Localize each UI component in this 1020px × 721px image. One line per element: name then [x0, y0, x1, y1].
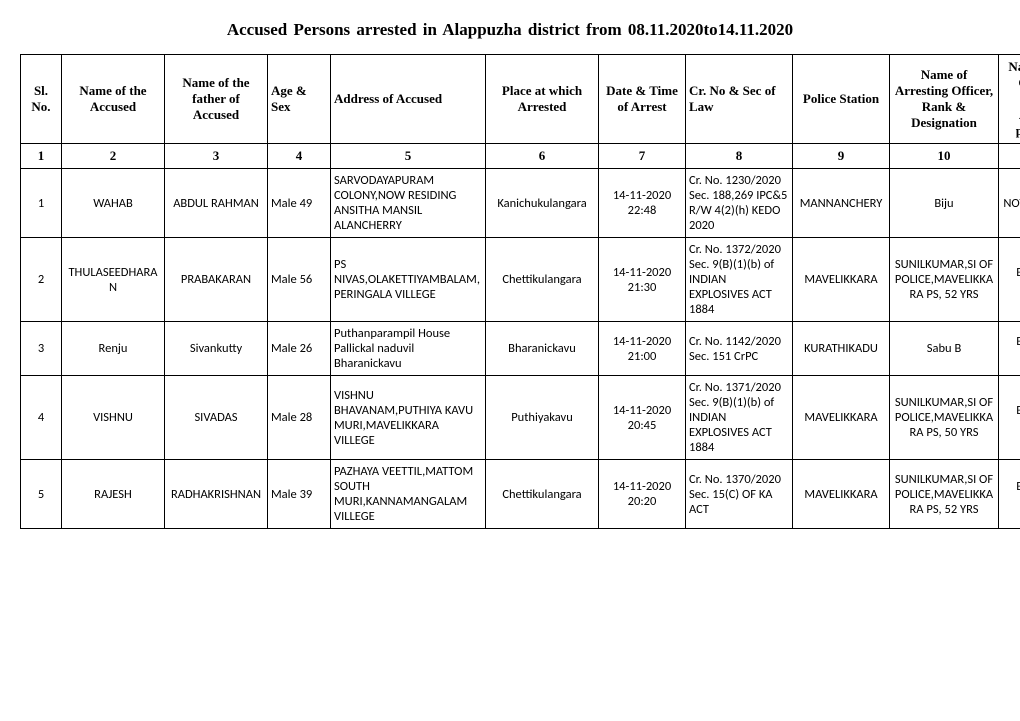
cell-addr: SARVODAYAPURAM COLONY,NOW RESIDING ANSIT…	[331, 169, 486, 238]
cell-age: Male 26	[268, 322, 331, 376]
colnum: 3	[165, 144, 268, 169]
col-father: Name of the father of Accused	[165, 55, 268, 144]
cell-father: Sivankutty	[165, 322, 268, 376]
cell-court: BAILED BY POLICE	[999, 238, 1020, 322]
colnum: 2	[62, 144, 165, 169]
cell-place: Chettikulangara	[486, 460, 599, 529]
cell-addr: PAZHAYA VEETTIL,MATTOM SOUTH MURI,KANNAM…	[331, 460, 486, 529]
cell-sl: 1	[21, 169, 62, 238]
cell-age: Male 28	[268, 376, 331, 460]
cell-name: VISHNU	[62, 376, 165, 460]
col-sec: Cr. No & Sec of Law	[686, 55, 793, 144]
cell-sec: Cr. No. 1230/2020 Sec. 188,269 IPC&5 R/W…	[686, 169, 793, 238]
col-officer: Name of Arresting Officer, Rank & Design…	[890, 55, 999, 144]
col-addr: Address of Accused	[331, 55, 486, 144]
table-row: 2THULASEEDHARANPRABAKARANMale 56PS NIVAS…	[21, 238, 1020, 322]
table-row: 5RAJESHRADHAKRISHNANMale 39PAZHAYA VEETT…	[21, 460, 1020, 529]
table-row: 1WAHABABDUL RAHMANMale 49SARVODAYAPURAM …	[21, 169, 1020, 238]
page-title: Accused Persons arrested in Alappuzha di…	[20, 20, 1000, 40]
cell-sl: 5	[21, 460, 62, 529]
cell-court: NOT ARRESTED	[999, 169, 1020, 238]
cell-officer: Biju	[890, 169, 999, 238]
colnum: 11	[999, 144, 1020, 169]
cell-ps: MAVELIKKARA	[793, 238, 890, 322]
cell-date: 14-11-2020 20:45	[599, 376, 686, 460]
col-age: Age & Sex	[268, 55, 331, 144]
cell-ps: MANNANCHERY	[793, 169, 890, 238]
cell-officer: Sabu B	[890, 322, 999, 376]
cell-ps: MAVELIKKARA	[793, 460, 890, 529]
cell-name: Renju	[62, 322, 165, 376]
arrest-table: Sl. No. Name of the Accused Name of the …	[20, 54, 1020, 529]
cell-place: Bharanickavu	[486, 322, 599, 376]
cell-place: Puthiyakavu	[486, 376, 599, 460]
cell-sec: Cr. No. 1142/2020 Sec. 151 CrPC	[686, 322, 793, 376]
cell-place: Chettikulangara	[486, 238, 599, 322]
cell-court: BAILED BY POLICE	[999, 460, 1020, 529]
table-row: 3RenjuSivankuttyMale 26Puthanparampil Ho…	[21, 322, 1020, 376]
col-ps: Police Station	[793, 55, 890, 144]
cell-father: PRABAKARAN	[165, 238, 268, 322]
cell-addr: Puthanparampil House Pallickal naduvil B…	[331, 322, 486, 376]
cell-sec: Cr. No. 1370/2020 Sec. 15(C) OF KA ACT	[686, 460, 793, 529]
colnum: 9	[793, 144, 890, 169]
cell-addr: VISHNU BHAVANAM,PUTHIYA KAVU MURI,MAVELI…	[331, 376, 486, 460]
cell-place: Kanichukulangara	[486, 169, 599, 238]
cell-sec: Cr. No. 1371/2020 Sec. 9(B)(1)(b) of IND…	[686, 376, 793, 460]
cell-date: 14-11-2020 22:48	[599, 169, 686, 238]
colnum: 4	[268, 144, 331, 169]
cell-name: RAJESH	[62, 460, 165, 529]
cell-age: Male 56	[268, 238, 331, 322]
cell-name: WAHAB	[62, 169, 165, 238]
table-row: 4VISHNUSIVADASMale 28VISHNU BHAVANAM,PUT…	[21, 376, 1020, 460]
colnum-row: 1 2 3 4 5 6 7 8 9 10 11	[21, 144, 1020, 169]
cell-sl: 4	[21, 376, 62, 460]
colnum: 6	[486, 144, 599, 169]
cell-sec: Cr. No. 1372/2020 Sec. 9(B)(1)(b) of IND…	[686, 238, 793, 322]
cell-officer: SUNILKUMAR,SI OF POLICE,MAVELIKKARA PS, …	[890, 460, 999, 529]
colnum: 7	[599, 144, 686, 169]
cell-ps: KURATHIKADU	[793, 322, 890, 376]
cell-officer: SUNILKUMAR,SI OF POLICE,MAVELIKKARA PS, …	[890, 376, 999, 460]
cell-date: 14-11-2020 20:20	[599, 460, 686, 529]
cell-sl: 2	[21, 238, 62, 322]
cell-father: RADHAKRISHNAN	[165, 460, 268, 529]
colnum: 10	[890, 144, 999, 169]
col-date: Date & Time of Arrest	[599, 55, 686, 144]
cell-age: Male 49	[268, 169, 331, 238]
cell-father: ABDUL RAHMAN	[165, 169, 268, 238]
cell-date: 14-11-2020 21:00	[599, 322, 686, 376]
cell-officer: SUNILKUMAR,SI OF POLICE,MAVELIKKARA PS, …	[890, 238, 999, 322]
col-sl: Sl. No.	[21, 55, 62, 144]
cell-sl: 3	[21, 322, 62, 376]
colnum: 8	[686, 144, 793, 169]
cell-addr: PS NIVAS,OLAKETTIYAMBALAM,PERINGALA VILL…	[331, 238, 486, 322]
cell-ps: MAVELIKKARA	[793, 376, 890, 460]
col-place: Place at which Arrested	[486, 55, 599, 144]
cell-date: 14-11-2020 21:30	[599, 238, 686, 322]
colnum: 1	[21, 144, 62, 169]
header-row: Sl. No. Name of the Accused Name of the …	[21, 55, 1020, 144]
cell-father: SIVADAS	[165, 376, 268, 460]
col-court: Name of the Court at which Accused produ…	[999, 55, 1020, 144]
cell-court: BAILED BY POLICE	[999, 376, 1020, 460]
col-name: Name of the Accused	[62, 55, 165, 144]
cell-name: THULASEEDHARAN	[62, 238, 165, 322]
colnum: 5	[331, 144, 486, 169]
cell-age: Male 39	[268, 460, 331, 529]
cell-court: BAILED BY POLICE	[999, 322, 1020, 376]
